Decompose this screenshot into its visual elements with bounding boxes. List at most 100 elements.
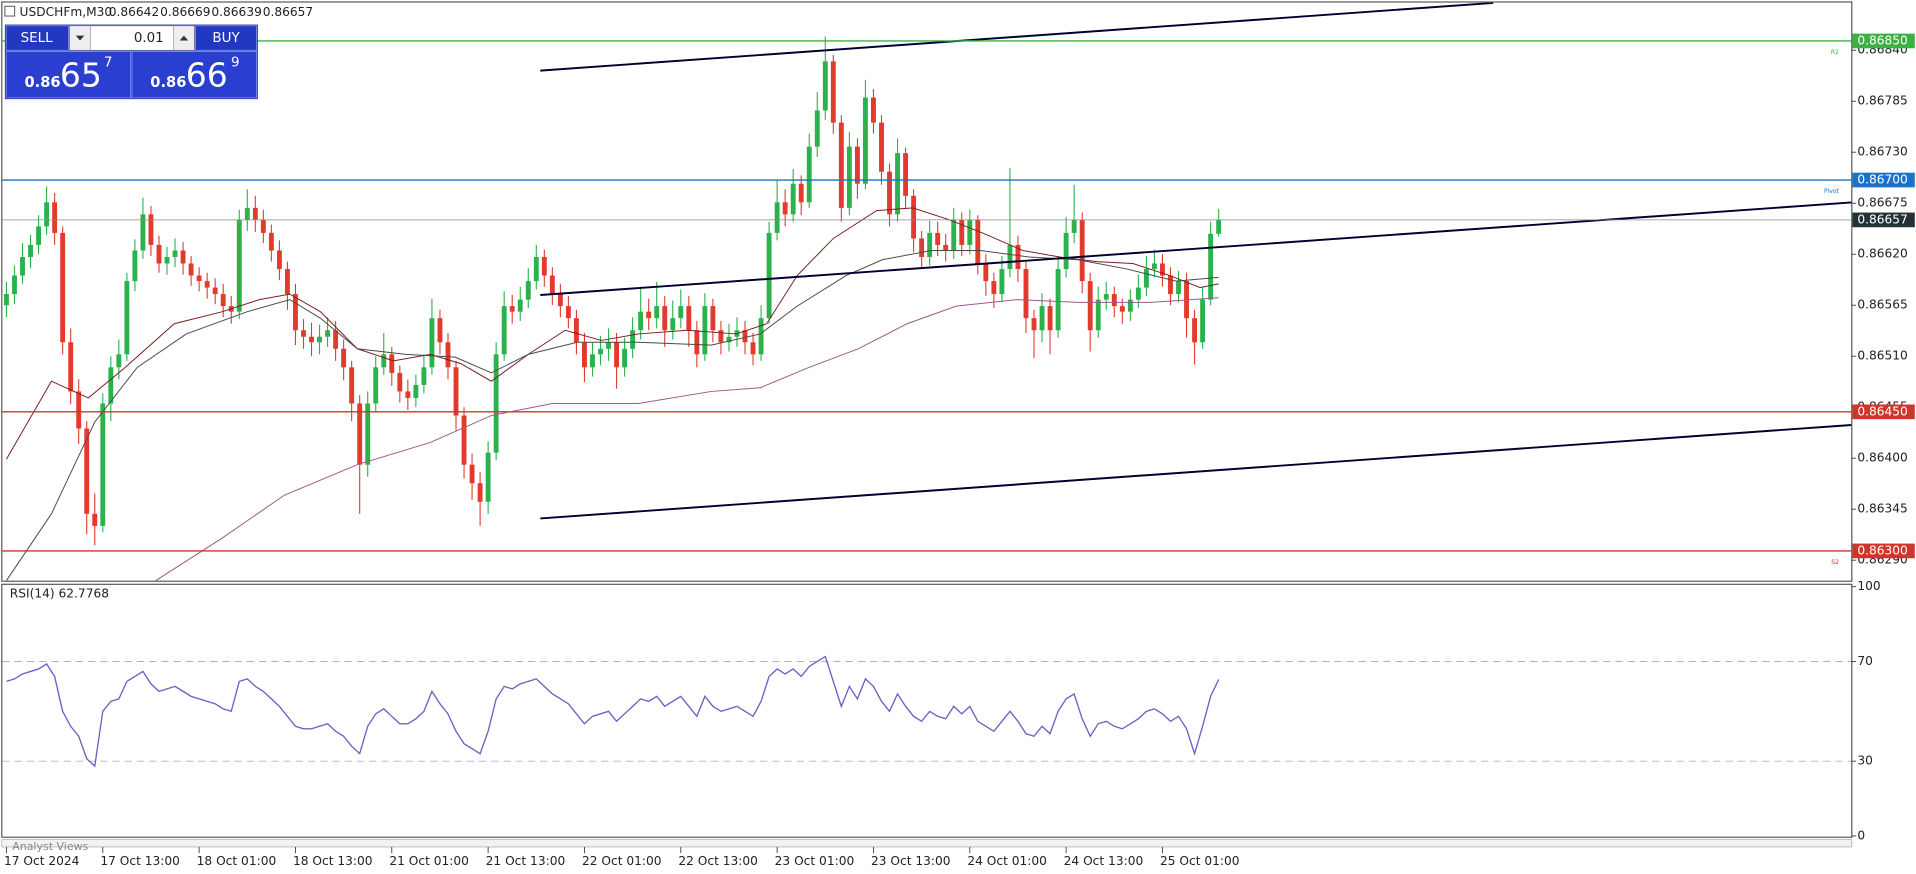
candle-body [895,153,900,215]
candle-body [927,232,933,257]
x-tick-label: 22 Oct 01:00 [582,854,662,868]
candle-body [501,306,507,355]
candle-body [999,269,1005,295]
candle-body [838,122,844,208]
candle-body [766,232,772,319]
candle-body [919,238,925,257]
candle-body [862,97,868,184]
sell-price-box[interactable] [5,51,132,99]
candle-body [742,330,748,343]
y-tick-label: 0.86620 [1857,247,1907,261]
candle-body [373,367,379,404]
overlay: USDCHFm,M30 0.86642 0.86669 0.86639 0.86… [1,5,1915,868]
header-high: 0.86669 [160,5,210,19]
candle-body [854,146,860,184]
level-label: 0.86850 [1857,33,1907,47]
trade-panel: SELL 0.01 BUY 0.86 65 7 0.86 66 9 [4,24,258,100]
candle-body [710,306,716,331]
candle-body [814,110,820,147]
y-tick-label: 100 [1857,579,1880,593]
candle-body [333,330,339,349]
candle-body [598,348,603,355]
candle-body [276,250,282,270]
x-tick-label: 24 Oct 01:00 [967,854,1047,868]
candle-body [726,336,732,343]
buy-button[interactable] [195,25,257,51]
candle-body [389,354,395,373]
candle-body [140,214,146,251]
candle-body [959,219,965,245]
header-close: 0.86657 [263,5,313,19]
candle-body [798,183,804,203]
candle-body [477,483,483,502]
candle-body [758,318,764,355]
footer-bar [1,839,1853,848]
level-note: S2 [1831,559,1839,566]
candle-body [630,330,636,349]
buy-price-big: 66 [186,56,228,95]
sell-button[interactable] [5,25,69,51]
candle-body [1127,299,1133,312]
candle-body [92,513,98,526]
sell-price-big: 65 [60,56,102,95]
candle-body [365,403,371,465]
y-tick-label: 0 [1857,828,1865,842]
rsi-pane-frame [1,583,1853,838]
candle-body [662,306,668,331]
candle-body [188,263,194,276]
candle-body [1031,318,1037,331]
candle-body [1119,306,1125,312]
candle-body [60,232,66,343]
buy-price-box[interactable] [131,51,257,99]
buy-label[interactable]: BUY [212,31,240,46]
candle-body [782,202,788,215]
candle-body [156,244,162,264]
candle-body [421,367,427,385]
candle-body [461,415,467,465]
candle-body [493,354,499,453]
x-tick-label: 24 Oct 13:00 [1064,854,1144,868]
level-label: 0.86450 [1857,404,1907,418]
x-tick-label: 21 Oct 01:00 [389,854,469,868]
x-tick-label: 18 Oct 13:00 [293,854,373,868]
candle-body [533,256,539,282]
candle-body [517,299,523,312]
candle-body [12,275,17,295]
candle-body [590,354,595,368]
candle-body [541,256,547,276]
level-label-box [1852,172,1915,188]
level-label-box [1852,33,1915,49]
candle-body [830,61,836,123]
candle-body [357,403,363,465]
candle-body [268,232,274,251]
volume[interactable]: 0.01 [134,31,164,46]
candle-body [1007,244,1013,270]
candle-body [1071,219,1077,233]
candle-body [678,306,684,319]
candle-body [1143,269,1149,288]
candle-body [260,219,266,233]
candle-body [1111,294,1117,307]
moving-average [6,207,1219,460]
candle-body [1015,244,1021,270]
y-tick-label: 0.86730 [1857,145,1907,159]
candle-body [871,97,876,123]
x-tick-label: 17 Oct 2024 [4,854,80,868]
x-tick-label: 23 Oct 01:00 [775,854,855,868]
sell-label[interactable]: SELL [21,31,54,46]
candle-body [1055,269,1061,331]
trendline [540,423,1852,520]
candle-body [397,372,403,392]
candle-body [879,122,884,172]
candle-body [309,336,314,343]
candle-body [284,269,290,295]
candle-body [381,354,387,368]
candle-body [509,306,515,312]
footer-tab[interactable]: Analyst Views [12,840,88,853]
buy-price-small: 9 [231,55,240,70]
header-low: 0.86639 [211,5,261,19]
candle-body [573,318,579,343]
symbol: USDCHFm,M30 [20,5,113,19]
y-tick-label: 0.86675 [1857,196,1907,210]
